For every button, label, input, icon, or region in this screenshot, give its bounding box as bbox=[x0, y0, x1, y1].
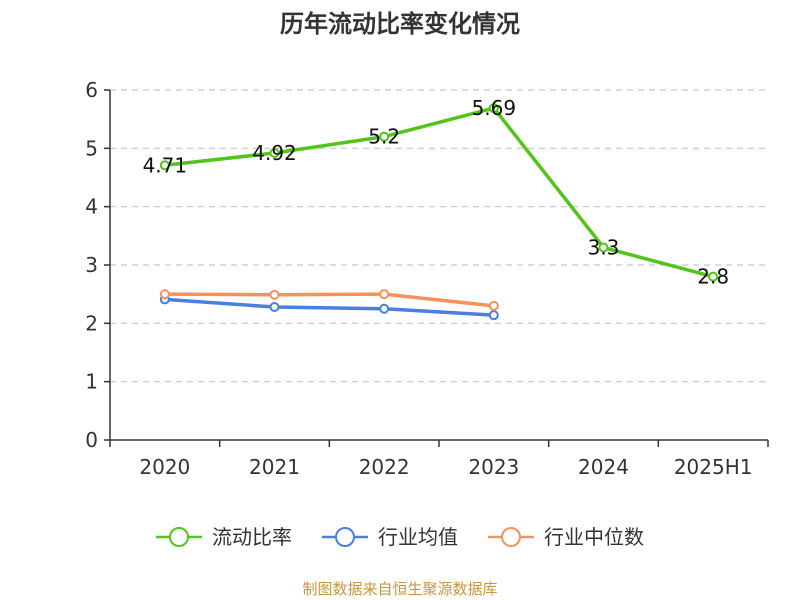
data-point[interactable] bbox=[488, 300, 499, 311]
data-point[interactable] bbox=[159, 160, 170, 171]
legend-swatch-marker bbox=[335, 527, 355, 547]
y-tick-label: 2 bbox=[85, 311, 98, 335]
data-point[interactable] bbox=[379, 303, 390, 314]
legend[interactable]: 流动比率 行业均值 行业中位数 bbox=[156, 525, 644, 549]
data-point[interactable] bbox=[488, 310, 499, 321]
y-tick-label: 6 bbox=[85, 78, 98, 102]
x-tick-label: 2025H1 bbox=[674, 455, 753, 479]
y-tick-label: 4 bbox=[85, 195, 98, 219]
data-label: 5.69 bbox=[472, 96, 517, 120]
data-point[interactable] bbox=[269, 148, 280, 158]
x-tick-label: 2023 bbox=[468, 455, 519, 479]
legend-swatch-marker bbox=[501, 527, 521, 547]
data-point[interactable] bbox=[708, 271, 719, 282]
legend-label: 流动比率 bbox=[212, 525, 292, 549]
data-point[interactable] bbox=[269, 289, 280, 300]
data-label: 3.3 bbox=[588, 236, 620, 260]
y-tick-label: 1 bbox=[85, 370, 98, 394]
data-point[interactable] bbox=[269, 302, 280, 312]
data-labels: 4.71 4.92 5.2 5.69 3.3 2.8 bbox=[143, 96, 730, 289]
data-label: 5.2 bbox=[368, 125, 400, 149]
series-line-0 bbox=[164, 106, 714, 279]
data-point[interactable] bbox=[159, 289, 170, 300]
legend-label: 行业中位数 bbox=[544, 525, 644, 549]
x-tick-label: 2020 bbox=[139, 455, 190, 479]
x-tick-label: 2024 bbox=[578, 455, 629, 479]
y-tick-label: 0 bbox=[85, 428, 98, 452]
x-tick-label: 2022 bbox=[359, 455, 410, 479]
data-point[interactable] bbox=[598, 242, 609, 253]
y-tick-label: 5 bbox=[85, 136, 98, 160]
data-point[interactable] bbox=[379, 289, 390, 300]
legend-label: 行业均值 bbox=[378, 525, 458, 549]
chart-title: 历年流动比率变化情况 bbox=[280, 10, 520, 38]
x-tick-label: 2021 bbox=[249, 455, 300, 479]
series-line-1 bbox=[164, 297, 494, 317]
data-point[interactable] bbox=[488, 103, 499, 114]
grid-lines bbox=[110, 89, 768, 383]
legend-item-1[interactable]: 行业均值 bbox=[322, 525, 458, 549]
legend-item-2[interactable]: 行业中位数 bbox=[488, 525, 644, 549]
data-label: 4.71 bbox=[143, 153, 188, 177]
series-group bbox=[159, 103, 719, 321]
axes: 0 1 2 3 4 5 6 2020 2021 2022 2023 2024 2025H1 bbox=[85, 78, 769, 479]
data-label: 4.92 bbox=[252, 141, 297, 165]
legend-swatch-marker bbox=[169, 527, 189, 547]
y-tick-label: 3 bbox=[85, 253, 98, 277]
data-source: 制图数据来自恒生聚源数据库 bbox=[302, 580, 497, 598]
legend-item-0[interactable]: 流动比率 bbox=[156, 525, 292, 549]
data-label: 2.8 bbox=[697, 265, 729, 289]
series-line-2 bbox=[164, 292, 495, 308]
data-point[interactable] bbox=[379, 131, 390, 142]
